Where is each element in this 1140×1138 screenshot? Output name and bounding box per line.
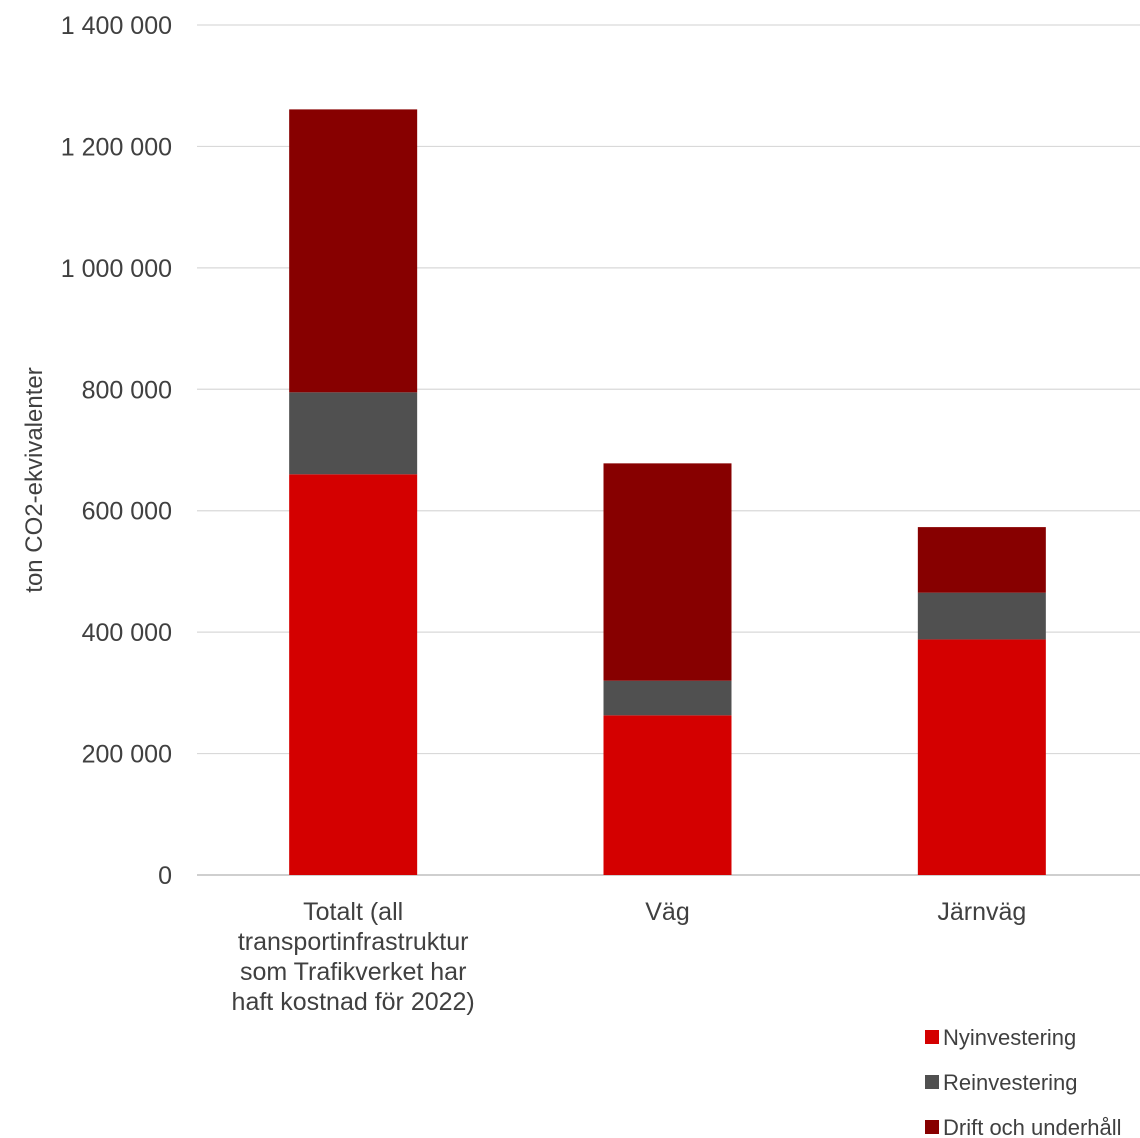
x-axis-categories: Totalt (all transportinfrastruktur som Tra… [232,898,1027,1016]
legend-swatch [925,1120,939,1134]
bar-segment-drift-och-underhåll [603,463,732,681]
bar-segment-nyinvestering [289,474,418,875]
y-tick-label: 1 000 000 [61,255,172,283]
y-tick-label: 800 000 [82,376,172,404]
x-category-label: Totalt (all transportinfrastruktur som Tra… [232,898,475,1016]
bar-segment-reinvestering [917,592,1046,640]
bar-segment-reinvestering [289,392,418,475]
x-category-label: Järnväg [937,898,1026,926]
bar-segment-drift-och-underhåll [289,109,418,393]
legend-swatch [925,1075,939,1089]
y-tick-label: 1 400 000 [61,12,172,40]
legend-label: Reinvestering [943,1070,1078,1095]
y-tick-label: 600 000 [82,498,172,526]
bar-segment-drift-och-underhåll [917,527,1046,593]
y-axis-ticks: 0 200 000 400 000 600 000 800 000 1 000 000 1 … [61,12,172,890]
legend-label: Nyinvestering [943,1025,1076,1050]
y-axis-title: ton CO2-ekvivalenter [21,367,48,592]
bars [289,109,1046,875]
bar-segment-reinvestering [603,680,732,716]
bar-segment-nyinvestering [603,715,732,875]
y-tick-label: 1 200 000 [61,133,172,161]
legend: Nyinvestering Reinvestering Drift och unde… [925,1025,1122,1138]
bar-segment-nyinvestering [917,639,1046,875]
y-tick-label: 0 [158,862,172,890]
legend-label: Drift och underhåll [943,1115,1122,1138]
y-tick-label: 400 000 [82,619,172,647]
legend-swatch [925,1030,939,1044]
x-category-label: Väg [645,898,689,926]
y-tick-label: 200 000 [82,741,172,769]
